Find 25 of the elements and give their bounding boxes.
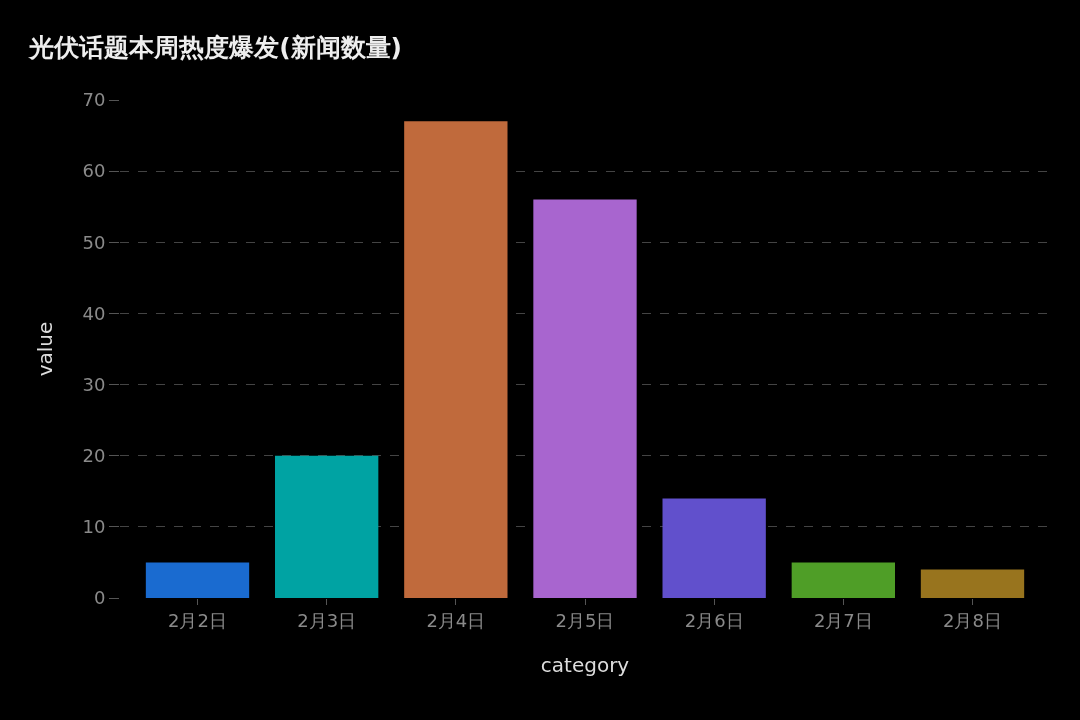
- x-tick-label: 2月6日: [684, 609, 744, 631]
- x-axis-title: category: [540, 653, 630, 678]
- bar: [275, 455, 379, 598]
- y-tick-label: 20: [82, 445, 106, 467]
- x-tick-label: 2月5日: [555, 609, 615, 631]
- y-tick-label: 0: [93, 587, 106, 609]
- chart-title: 光伏话题本周热度爆发(新闻数量): [28, 32, 403, 62]
- bar: [662, 498, 766, 598]
- x-tick-label: 2月3日: [297, 609, 357, 631]
- bar: [404, 121, 508, 598]
- bar: [920, 569, 1025, 598]
- x-tick-label: 2月4日: [426, 609, 486, 631]
- y-tick-label: 60: [82, 160, 106, 182]
- y-tick-label: 10: [82, 516, 106, 538]
- x-tick-label: 2月7日: [813, 609, 873, 631]
- bar: [791, 562, 895, 598]
- y-axis-title: value: [32, 321, 57, 377]
- y-tick-label: 30: [82, 373, 106, 395]
- bar: [145, 562, 250, 598]
- bar: [533, 199, 637, 598]
- x-tick-label: 2月2日: [168, 609, 227, 631]
- y-tick-label: 70: [82, 89, 106, 111]
- x-tick-label: 2月8日: [943, 609, 1002, 631]
- y-tick-label: 40: [82, 302, 106, 324]
- y-tick-label: 50: [82, 231, 106, 253]
